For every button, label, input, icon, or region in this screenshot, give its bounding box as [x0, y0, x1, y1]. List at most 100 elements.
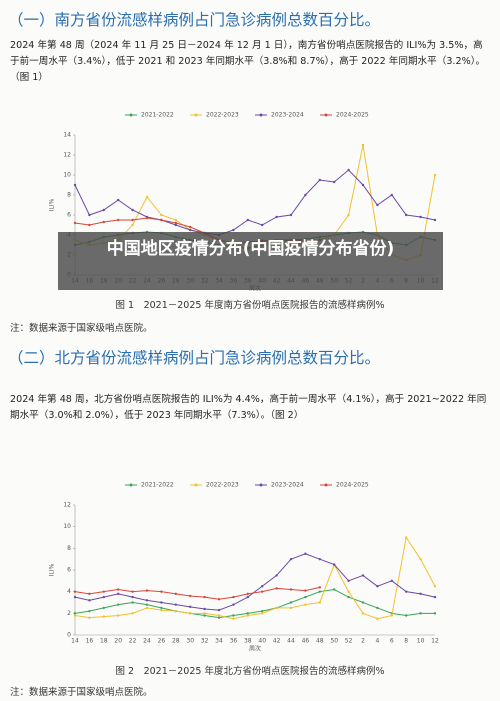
point: [275, 574, 278, 577]
point: [304, 552, 307, 555]
x-tick-label: 20: [114, 638, 122, 645]
point: [318, 601, 321, 604]
point: [189, 605, 192, 609]
point: [88, 616, 91, 619]
point: [433, 218, 437, 222]
point: [405, 614, 408, 617]
point: [203, 607, 206, 611]
point: [117, 588, 120, 591]
point: [261, 223, 264, 227]
point: [333, 180, 336, 184]
point: [232, 617, 235, 620]
legend-label: 2024-2025: [336, 112, 369, 119]
x-tick-label: 40: [258, 638, 266, 645]
point: [376, 203, 379, 207]
point: [145, 195, 149, 199]
point: [347, 590, 350, 593]
point: [419, 557, 422, 561]
point: [405, 536, 408, 539]
y-tick-label: 0: [67, 632, 71, 639]
point: [73, 614, 77, 617]
point: [174, 221, 177, 225]
x-tick-label: 26: [158, 638, 166, 645]
point: [131, 595, 134, 599]
point: [88, 213, 91, 217]
series-line: [74, 169, 436, 236]
x-tick-label: 22: [129, 638, 137, 645]
point: [131, 601, 134, 604]
point: [203, 614, 206, 617]
y-tick-label: 10: [63, 523, 71, 530]
x-tick-label: 36: [230, 638, 238, 645]
point: [333, 588, 336, 591]
legend-marker: [259, 113, 263, 117]
point: [333, 563, 336, 566]
point: [117, 603, 120, 606]
note: 注：数据来源于国家级哨点医院。: [10, 323, 153, 334]
point: [73, 183, 77, 187]
point: [361, 601, 365, 604]
point: [361, 574, 365, 577]
point: [289, 588, 293, 591]
point: [419, 592, 422, 596]
point: [145, 599, 149, 602]
point: [160, 218, 163, 222]
y-tick-label: 8: [67, 545, 71, 552]
legend-marker: [194, 113, 198, 117]
legend-marker: [194, 483, 198, 487]
x-tick-label: 24: [143, 638, 151, 645]
x-tick-label: 8: [404, 638, 408, 645]
point: [131, 612, 134, 615]
x-tick-label: 30: [186, 638, 194, 645]
point: [261, 585, 264, 588]
series-line: [74, 588, 435, 619]
point: [102, 606, 105, 610]
x-tick-label: 46: [302, 638, 310, 645]
y-tick-label: 2: [67, 610, 71, 617]
legend-label: 2021-2022: [141, 482, 174, 489]
point: [376, 606, 379, 610]
point: [261, 590, 264, 593]
caption: 图 1 2021－2025 年度南方省份哨点医院报告的流感样病例%: [115, 300, 385, 311]
point: [117, 218, 120, 222]
point: [433, 612, 437, 615]
x-tick-label: 50: [330, 638, 338, 645]
point: [347, 168, 350, 172]
point: [433, 585, 437, 588]
point: [73, 221, 77, 225]
legend-label: 2023-2024: [271, 482, 304, 489]
y-axis-label: ILI%: [49, 563, 56, 576]
y-tick-label: 4: [67, 588, 71, 595]
legend-marker: [259, 483, 263, 487]
x-tick-label: 16: [86, 638, 94, 645]
y-tick-label: 14: [63, 132, 71, 139]
point: [318, 590, 321, 593]
x-tick-label: 2: [361, 638, 365, 645]
x-tick-label: 48: [316, 638, 324, 645]
series-line: [74, 536, 436, 620]
y-tick-label: 6: [67, 567, 71, 574]
point: [145, 216, 149, 220]
x-axis-label: 周次: [249, 645, 261, 653]
point: [304, 589, 307, 592]
legend-marker: [324, 113, 328, 117]
y-tick-label: 12: [63, 502, 71, 509]
point: [405, 590, 408, 593]
point: [318, 178, 321, 182]
point: [102, 590, 105, 593]
point: [160, 601, 163, 604]
point: [261, 609, 264, 613]
point: [419, 215, 422, 219]
x-tick-label: 14: [71, 638, 79, 645]
x-tick-label: 18: [100, 638, 108, 645]
series-line: [74, 553, 436, 611]
y-axis-label: ILI%: [49, 198, 56, 211]
point: [160, 590, 163, 593]
y-tick-label: 10: [63, 172, 71, 179]
point: [275, 587, 278, 590]
point: [174, 592, 177, 596]
point: [102, 208, 105, 212]
point: [289, 557, 293, 561]
point: [73, 612, 77, 615]
